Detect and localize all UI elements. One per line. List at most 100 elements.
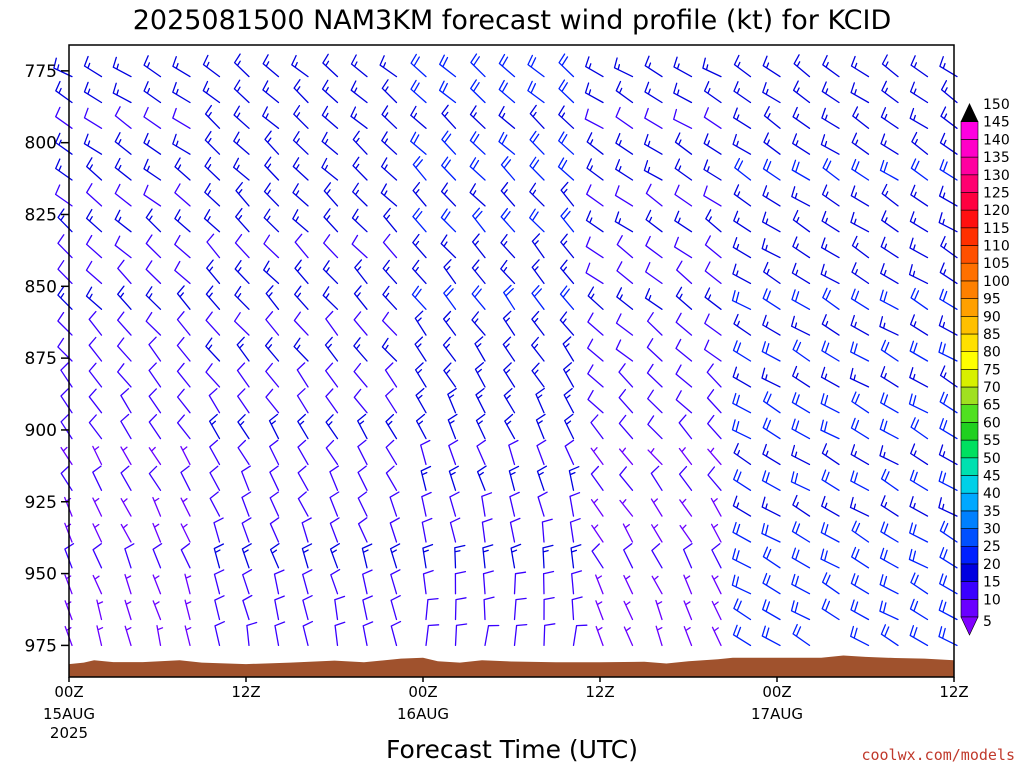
- wind-barb-366: [498, 79, 516, 104]
- wind-barb-124: [208, 388, 221, 414]
- wind-barb-96: [180, 523, 191, 543]
- wind-barb-498: [673, 236, 693, 259]
- wind-barb-608: [821, 340, 840, 362]
- wind-barb-569: [762, 185, 781, 207]
- y-tick-label-7: 950: [25, 565, 57, 585]
- wind-barb-613: [821, 210, 840, 233]
- wind-barb-501: [674, 158, 693, 181]
- wind-barb-331: [475, 387, 486, 414]
- wind-barb-233: [361, 543, 373, 569]
- wind-barb-173: [265, 311, 280, 336]
- source-credit[interactable]: coolwx.com/models: [861, 746, 1015, 764]
- wind-barb-290: [411, 259, 427, 285]
- wind-barb-309: [443, 362, 457, 388]
- wind-barb-197: [294, 285, 309, 310]
- wind-barb-474: [645, 261, 663, 285]
- wind-barb-384: [529, 208, 545, 233]
- wind-barb-542: [731, 290, 752, 310]
- wind-barb-236: [357, 465, 368, 491]
- wind-barb-181: [262, 106, 280, 129]
- wind-barb-189: [297, 491, 309, 517]
- wind-barb-259: [385, 465, 398, 491]
- wind-barb-60: [117, 259, 132, 285]
- wind-barb-26: [92, 543, 103, 569]
- colorbar-label-130: 130: [983, 168, 1010, 184]
- colorbar-label-10: 10: [983, 592, 1001, 608]
- wind-barb-422: [590, 414, 604, 440]
- chart-title: 2025081500 NAM3KM forecast wind profile …: [133, 5, 892, 36]
- y-tick-label-4: 875: [25, 349, 57, 369]
- wind-barb-343: [470, 79, 486, 104]
- wind-barb-79: [148, 362, 162, 388]
- wind-barb-580: [792, 494, 811, 517]
- wind-barb-184: [302, 620, 314, 647]
- wind-barb-468: [647, 415, 663, 440]
- wind-barb-285: [415, 387, 427, 414]
- wind-barb-652: [880, 392, 899, 414]
- y-axis: 775 800 825 850 875 900 925 950 975: [25, 62, 69, 656]
- wind-barb-532: [732, 548, 752, 569]
- wind-barb-220: [322, 286, 339, 310]
- wind-barb-249: [352, 130, 368, 155]
- wind-barb-413: [558, 53, 575, 78]
- wind-barb-364: [498, 131, 516, 155]
- wind-barb-121: [209, 465, 221, 491]
- wind-barb-627: [850, 444, 870, 466]
- wind-barb-319: [441, 104, 457, 129]
- wind-barb-59: [117, 285, 132, 310]
- colorbar-box-27: [960, 121, 979, 140]
- wind-barb-357: [502, 310, 516, 336]
- wind-barb-676: [909, 367, 929, 388]
- wind-barb-154: [235, 207, 250, 233]
- wind-barb-204: [293, 105, 309, 129]
- wind-barb-487: [679, 524, 693, 543]
- wind-barb-182: [262, 80, 280, 104]
- wind-barb-330: [475, 413, 486, 440]
- colorbar-label-20: 20: [983, 557, 1001, 573]
- wind-barb-505: [673, 56, 693, 78]
- wind-barb-476: [645, 209, 663, 233]
- wind-barb-158: [233, 105, 250, 129]
- wind-barb-170: [265, 388, 280, 414]
- wind-barb-510: [710, 523, 722, 543]
- wind-barb-308: [447, 387, 457, 414]
- wind-barb-177: [263, 208, 280, 233]
- wind-barb-122: [209, 439, 221, 466]
- wind-barb-373: [537, 491, 548, 517]
- wind-barb-667: [909, 598, 929, 621]
- wind-barb-289: [411, 285, 427, 310]
- wind-barb-653: [880, 366, 899, 388]
- wind-barb-286: [414, 362, 427, 388]
- wind-barb-566: [763, 261, 781, 285]
- wind-barb-540: [732, 340, 752, 362]
- wind-barb-528: [702, 57, 722, 78]
- wind-barb-175: [263, 260, 280, 285]
- wind-barb-623: [851, 546, 870, 569]
- colorbar-box-26: [960, 139, 979, 158]
- wind-barb-219: [325, 310, 339, 336]
- wind-barb-618: [821, 81, 840, 104]
- colorbar-label-145: 145: [983, 115, 1010, 131]
- wind-barb-107: [174, 234, 191, 259]
- wind-barb-658: [880, 236, 899, 259]
- wind-barb-599: [821, 572, 840, 595]
- wind-barb-482: [644, 55, 663, 78]
- wind-barb-371: [542, 544, 554, 569]
- wind-barb-214: [325, 439, 339, 466]
- wind-barb-116: [214, 595, 225, 621]
- wind-barb-242: [353, 311, 368, 336]
- wind-barb-556: [761, 522, 781, 543]
- wind-barb-565: [762, 288, 781, 310]
- wind-barb-23: [96, 625, 104, 647]
- wind-barb-362: [500, 182, 516, 207]
- wind-barb-526: [703, 107, 722, 129]
- wind-barb-260: [385, 439, 398, 466]
- wind-barb-415: [595, 600, 604, 621]
- wind-barb-70: [152, 600, 162, 621]
- wind-barb-535: [733, 469, 752, 491]
- wind-barb-463: [651, 543, 663, 569]
- wind-barb-654: [880, 339, 899, 362]
- wind-barb-152: [234, 259, 250, 285]
- wind-barb-342: [469, 105, 486, 129]
- wind-barb-258: [389, 491, 400, 517]
